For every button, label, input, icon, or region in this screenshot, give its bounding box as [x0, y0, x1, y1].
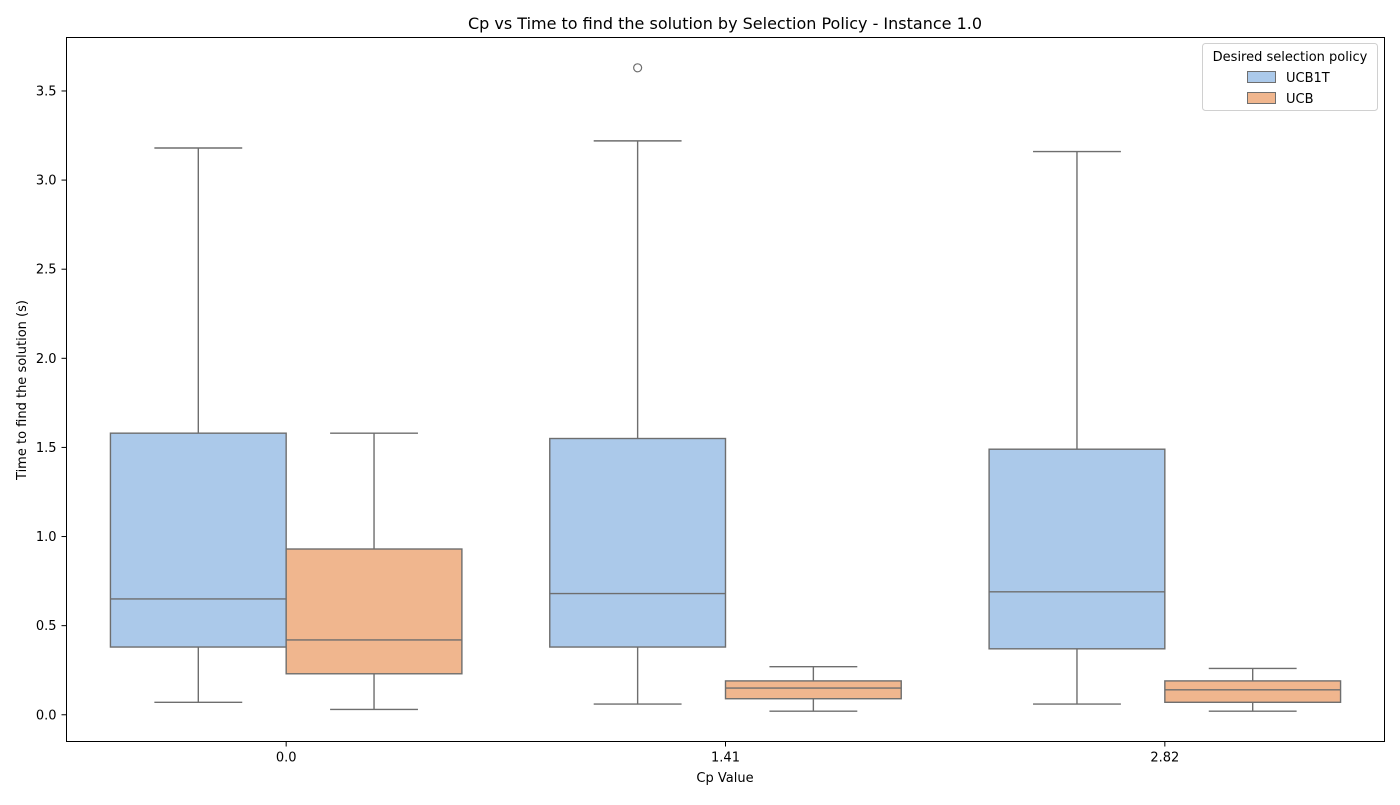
x-tick-label-0: 0.0	[276, 751, 297, 766]
box-ucb-1_41	[724, 680, 902, 700]
chart-title: Cp vs Time to find the solution by Selec…	[468, 14, 982, 33]
box-group-ucb-0_0	[285, 432, 463, 711]
y-tick-label-3: 1.5	[36, 441, 57, 456]
box-ucb-2_82	[1164, 680, 1342, 703]
box-group-ucb-1_41	[724, 665, 902, 712]
box-ucb1t-0_0	[109, 432, 287, 648]
box-group-ucb1t-2_82	[988, 150, 1166, 705]
y-tick-label-6: 3.0	[36, 174, 57, 189]
y-tick-label-2: 1.0	[36, 530, 57, 545]
legend-title: Desired selection policy	[1213, 50, 1368, 65]
plot-area	[109, 63, 1342, 712]
y-tick-label-0: 0.0	[36, 708, 57, 723]
box-ucb-0_0	[285, 548, 463, 675]
y-tick-label-4: 2.0	[36, 352, 57, 367]
legend-swatch-ucb1t	[1247, 71, 1276, 83]
y-tick-label-1: 0.5	[36, 619, 57, 634]
axes: 0.0 0.5 1.0 1.5 2.0 2.5 3.0 3.5 0.0 1.41 2.82	[36, 84, 1179, 765]
box-group-ucb1t-1_41	[549, 63, 727, 705]
legend-label-ucb: UCB	[1286, 92, 1314, 107]
box-ucb1t-1_41	[549, 437, 727, 648]
y-axis-label: Time to find the solution (s)	[15, 300, 30, 481]
y-tick-label-7: 3.5	[36, 84, 57, 99]
legend-label-ucb1t: UCB1T	[1286, 71, 1330, 86]
legend-frame	[1202, 43, 1378, 111]
legend: Desired selection policy UCB1T UCB	[1202, 43, 1378, 111]
legend-swatch-ucb	[1247, 92, 1276, 104]
x-axis-label: Cp Value	[696, 771, 753, 786]
outlier-ucb1t-1_41-0	[633, 63, 643, 73]
x-tick-label-2: 2.82	[1150, 751, 1179, 766]
box-group-ucb1t-0_0	[109, 147, 287, 703]
x-tick-label-1: 1.41	[711, 751, 740, 766]
y-tick-label-5: 2.5	[36, 263, 57, 278]
box-group-ucb-2_82	[1164, 667, 1342, 712]
box-ucb1t-2_82	[988, 448, 1166, 650]
